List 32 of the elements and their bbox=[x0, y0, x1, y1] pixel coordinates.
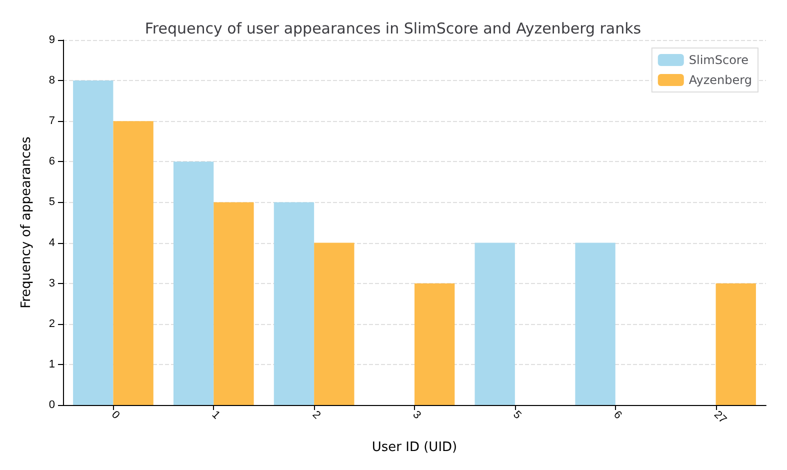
x-tick-label: 3 bbox=[410, 408, 424, 422]
bar bbox=[113, 121, 154, 405]
y-tick-label: 3 bbox=[48, 277, 55, 290]
x-tick-label: 6 bbox=[611, 408, 624, 422]
x-tick-label: 0 bbox=[108, 408, 122, 422]
x-tick-label: 5 bbox=[510, 408, 524, 422]
x-axis-title: User ID (UID) bbox=[372, 440, 458, 455]
y-tick-label: 0 bbox=[48, 399, 55, 411]
bar bbox=[73, 80, 114, 405]
y-tick-label: 6 bbox=[48, 156, 55, 168]
y-tick-label: 2 bbox=[48, 318, 55, 330]
bar bbox=[214, 202, 254, 405]
chart-title: Frequency of user appearances in SlimScore and Ayzenberg ranks bbox=[144, 20, 642, 38]
y-tick-label: 7 bbox=[48, 115, 55, 128]
y-tick-label: 5 bbox=[48, 196, 55, 208]
legend-label: SlimScore bbox=[688, 53, 748, 67]
bar bbox=[575, 242, 616, 405]
bar bbox=[173, 162, 214, 405]
y-tick-label: 4 bbox=[48, 236, 55, 249]
y-tick-label: 1 bbox=[48, 358, 55, 370]
bar bbox=[474, 242, 515, 405]
x-tick-label: 2 bbox=[310, 408, 323, 422]
bar bbox=[716, 283, 756, 405]
legend-label: Ayzenberg bbox=[688, 73, 752, 87]
bar bbox=[314, 242, 354, 405]
bar bbox=[414, 283, 455, 405]
y-tick-label: 9 bbox=[48, 34, 55, 46]
x-tick-label: 1 bbox=[209, 408, 222, 422]
x-tick-label: 27 bbox=[712, 408, 729, 426]
y-tick-label: 8 bbox=[48, 74, 55, 87]
y-axis-title: Frequency of appearances bbox=[19, 136, 34, 308]
bar bbox=[274, 202, 314, 405]
